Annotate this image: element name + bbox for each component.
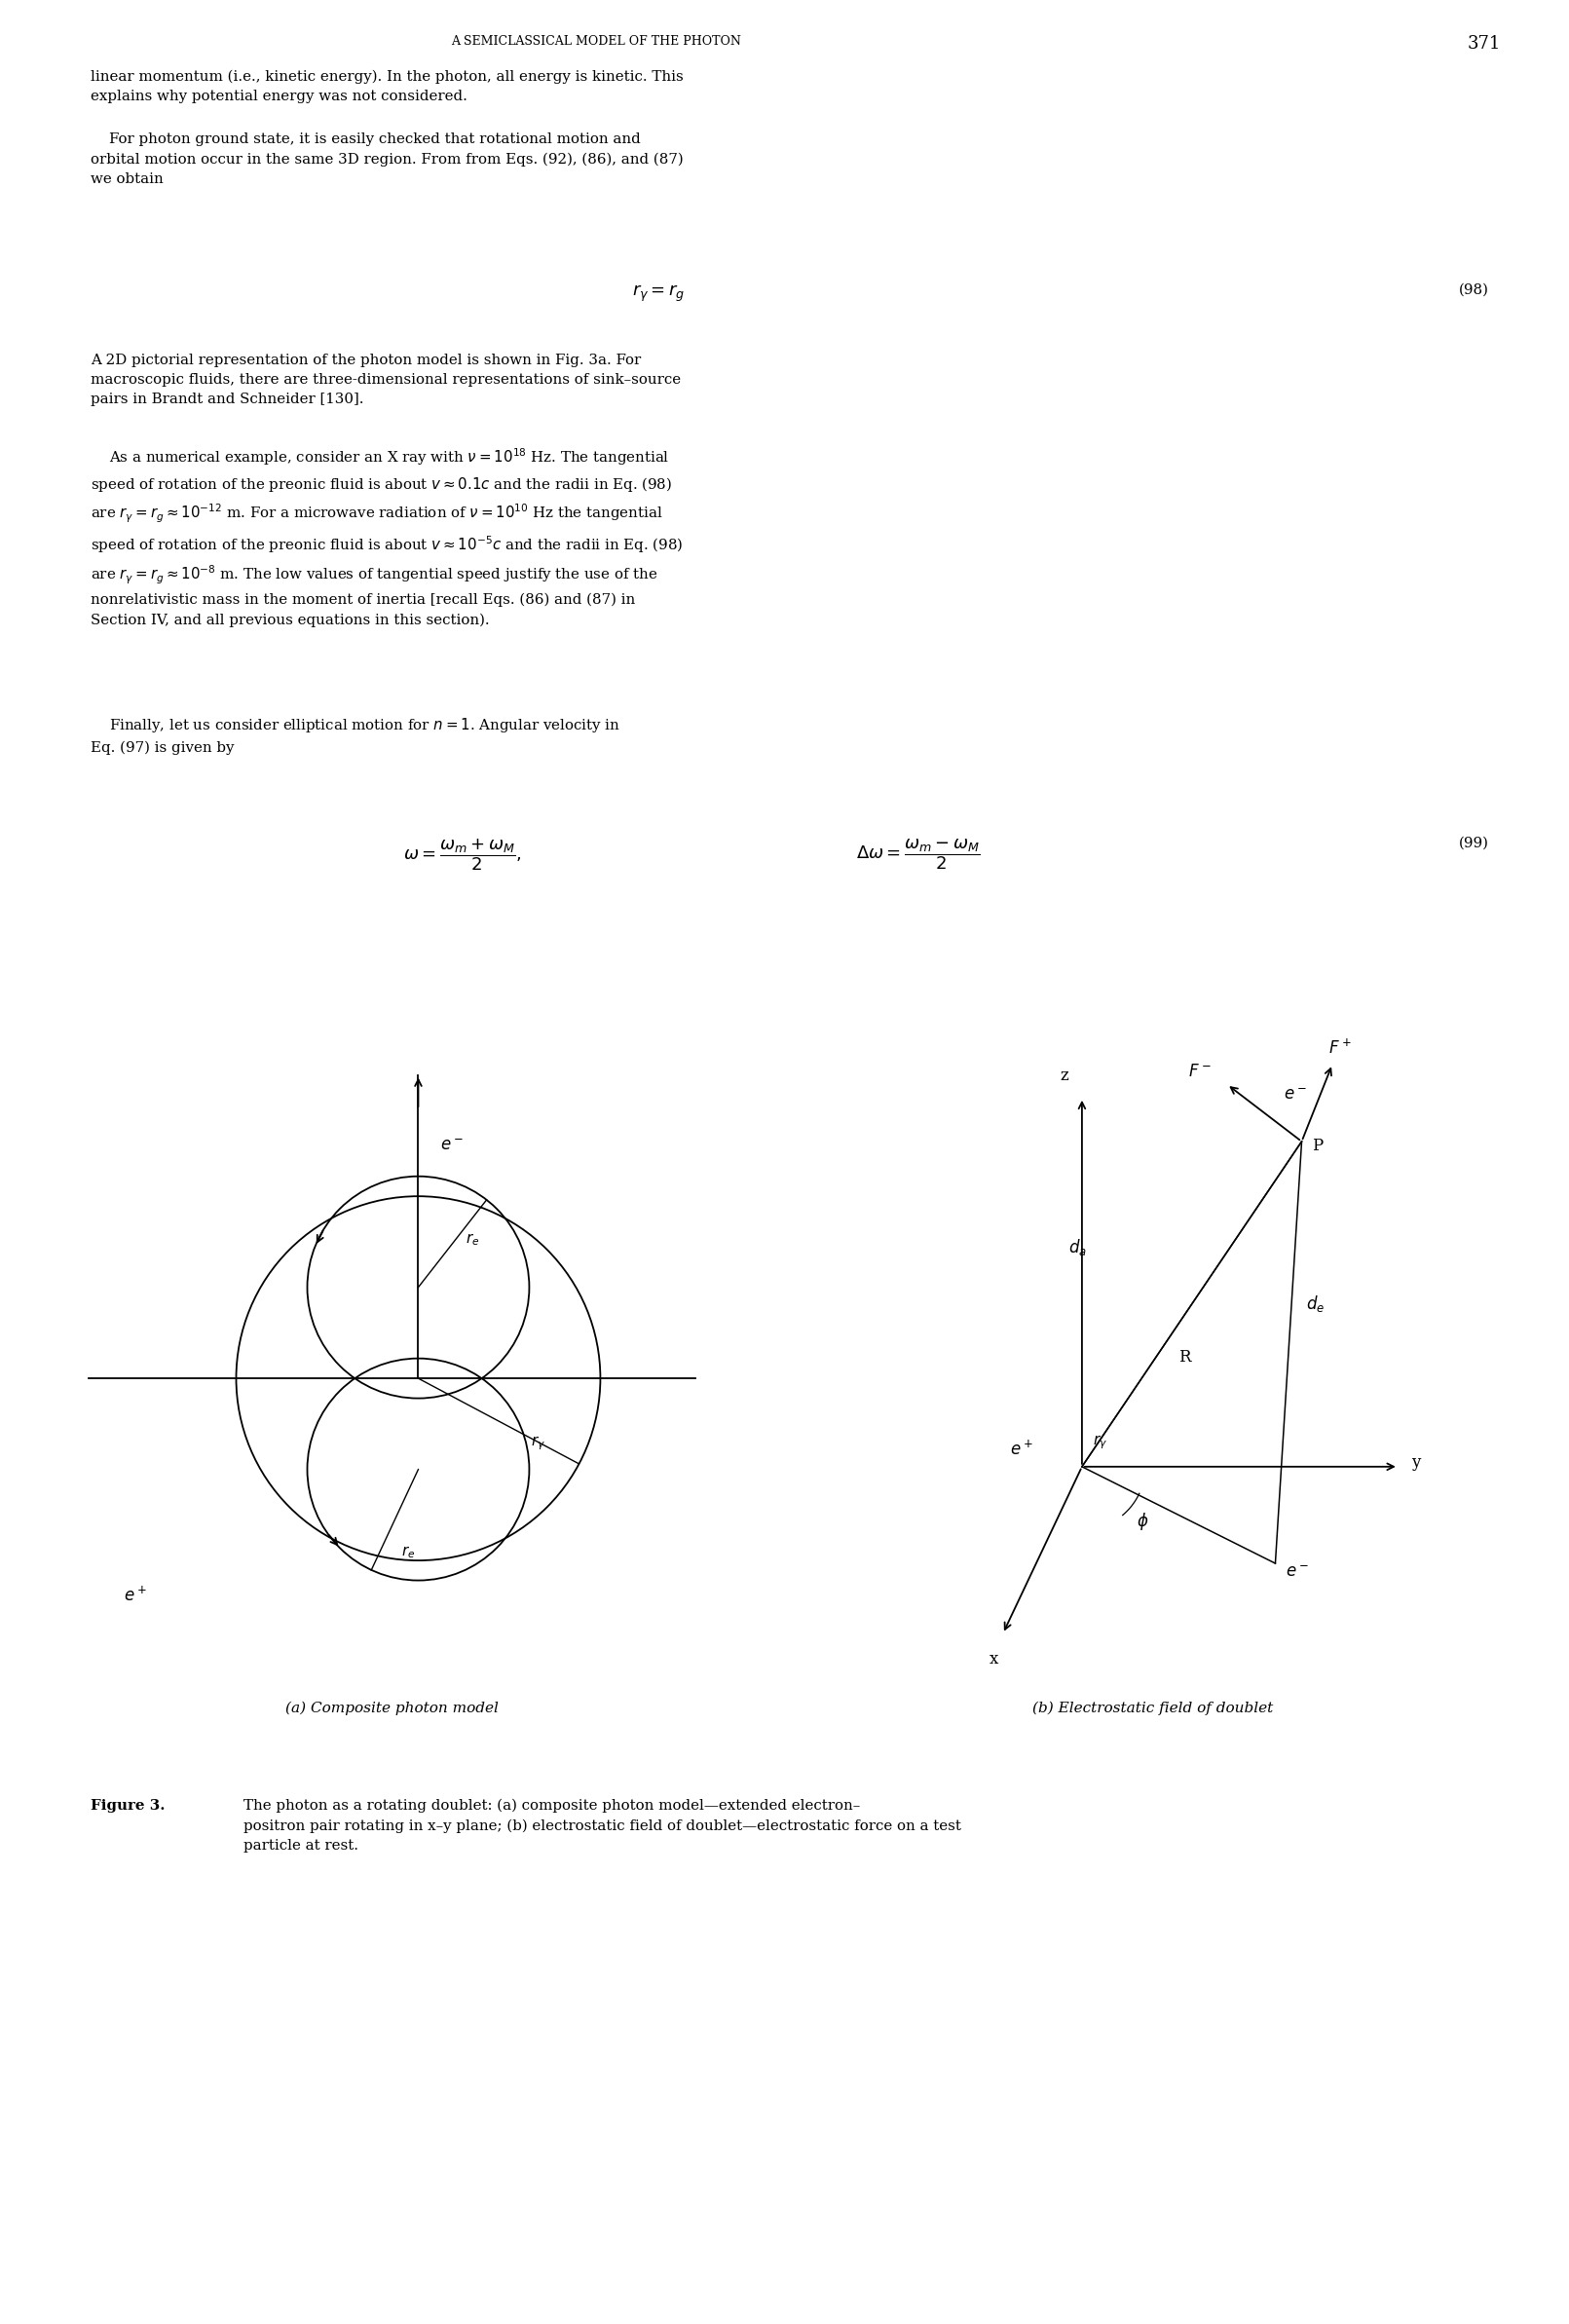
Text: $F^+$: $F^+$ bbox=[1327, 1039, 1351, 1057]
Text: $\Delta\omega = \dfrac{\omega_m - \omega_M}{2}$: $\Delta\omega = \dfrac{\omega_m - \omega… bbox=[855, 837, 981, 872]
Text: A SEMICLASSICAL MODEL OF THE PHOTON: A SEMICLASSICAL MODEL OF THE PHOTON bbox=[452, 35, 741, 46]
Text: $r_e$: $r_e$ bbox=[402, 1543, 414, 1559]
Text: $r_\gamma = r_g$: $r_\gamma = r_g$ bbox=[632, 284, 686, 304]
Text: As a numerical example, consider an X ray with $\nu = 10^{18}$ Hz. The tangentia: As a numerical example, consider an X ra… bbox=[91, 446, 684, 627]
Text: (98): (98) bbox=[1459, 284, 1489, 297]
Text: $F^-$: $F^-$ bbox=[1188, 1064, 1211, 1081]
Text: $e^-$: $e^-$ bbox=[439, 1139, 463, 1155]
Text: $r_\gamma$: $r_\gamma$ bbox=[1092, 1432, 1108, 1450]
Text: x: x bbox=[990, 1652, 998, 1669]
Text: $d_e$: $d_e$ bbox=[1305, 1294, 1324, 1315]
Text: For photon ground state, it is easily checked that rotational motion and
orbital: For photon ground state, it is easily ch… bbox=[91, 132, 684, 186]
Text: y: y bbox=[1412, 1455, 1420, 1471]
Text: $\omega = \dfrac{\omega_m + \omega_M}{2},$: $\omega = \dfrac{\omega_m + \omega_M}{2}… bbox=[403, 837, 522, 872]
Text: (b) Electrostatic field of doublet: (b) Electrostatic field of doublet bbox=[1032, 1701, 1274, 1715]
Text: $e^-$: $e^-$ bbox=[1283, 1088, 1307, 1104]
Text: (a) Composite photon model: (a) Composite photon model bbox=[286, 1701, 499, 1715]
Text: $r_\gamma$: $r_\gamma$ bbox=[530, 1434, 546, 1452]
Text: 371: 371 bbox=[1467, 35, 1500, 53]
Text: P: P bbox=[1312, 1136, 1323, 1155]
Text: $r_e$: $r_e$ bbox=[466, 1232, 480, 1248]
Text: z: z bbox=[1061, 1067, 1068, 1085]
Text: $e^+$: $e^+$ bbox=[1010, 1439, 1034, 1459]
Text: $d_a$: $d_a$ bbox=[1068, 1236, 1086, 1257]
Text: $\phi$: $\phi$ bbox=[1136, 1511, 1149, 1532]
Text: A 2D pictorial representation of the photon model is shown in Fig. 3a. For
macro: A 2D pictorial representation of the pho… bbox=[91, 353, 681, 407]
Text: linear momentum (i.e., kinetic energy). In the photon, all energy is kinetic. Th: linear momentum (i.e., kinetic energy). … bbox=[91, 70, 684, 102]
Text: Figure 3.: Figure 3. bbox=[91, 1799, 165, 1813]
Text: R: R bbox=[1178, 1348, 1191, 1364]
Text: (99): (99) bbox=[1459, 837, 1489, 851]
Text: $e^+$: $e^+$ bbox=[124, 1585, 146, 1604]
Text: The photon as a rotating doublet: (a) composite photon model—extended electron–
: The photon as a rotating doublet: (a) co… bbox=[243, 1799, 960, 1852]
Text: $e^-$: $e^-$ bbox=[1287, 1564, 1309, 1580]
Text: Finally, let us consider elliptical motion for $n = 1$. Angular velocity in
Eq. : Finally, let us consider elliptical moti… bbox=[91, 716, 621, 755]
